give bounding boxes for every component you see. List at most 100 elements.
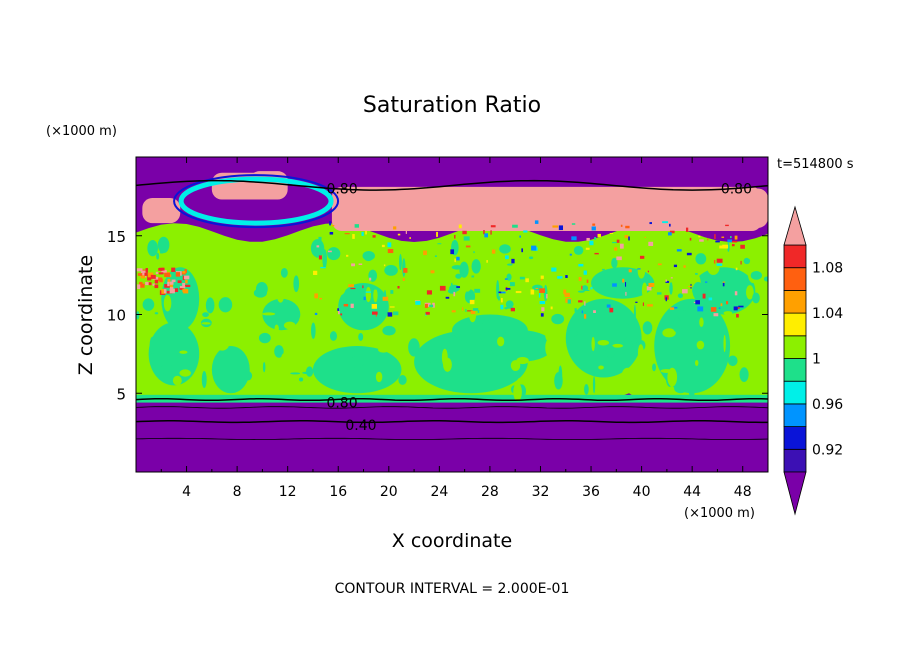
field-speckle bbox=[137, 273, 143, 276]
x-tick-label: 36 bbox=[582, 484, 600, 500]
field-speckle bbox=[635, 301, 638, 303]
field-speckle bbox=[158, 268, 163, 271]
contour-label: 0.80 bbox=[326, 396, 357, 412]
field-speckle bbox=[171, 267, 176, 272]
field-speckle bbox=[148, 282, 152, 286]
field-speckle bbox=[136, 320, 142, 324]
field-speckle bbox=[183, 289, 189, 294]
field-speckle bbox=[387, 242, 392, 248]
field-speckle bbox=[535, 287, 539, 290]
field-patch bbox=[211, 346, 250, 394]
field-speckle bbox=[431, 275, 442, 290]
x-tick-label: 48 bbox=[734, 484, 752, 500]
field-speckle bbox=[451, 310, 456, 313]
field-speckle bbox=[313, 270, 318, 275]
field-speckle bbox=[311, 322, 316, 339]
field-speckle bbox=[616, 256, 622, 261]
colorbar-box bbox=[783, 448, 807, 473]
field-speckle bbox=[702, 293, 706, 299]
field-speckle bbox=[185, 284, 191, 288]
plot-area bbox=[136, 157, 768, 472]
field-speckle bbox=[167, 281, 170, 287]
field-speckle bbox=[743, 248, 753, 252]
field-speckle bbox=[397, 285, 400, 289]
colorbar-box bbox=[783, 289, 807, 314]
field-speckle bbox=[669, 307, 675, 310]
field-speckle bbox=[152, 283, 156, 286]
field-speckle bbox=[530, 289, 535, 295]
field-speckle bbox=[136, 268, 143, 272]
field-speckle bbox=[668, 232, 672, 236]
field-speckle bbox=[628, 236, 630, 241]
field-speckle bbox=[557, 276, 563, 279]
field-speckle bbox=[314, 312, 318, 316]
field-speckle bbox=[171, 279, 176, 283]
field-speckle bbox=[619, 243, 624, 249]
field-speckle bbox=[637, 263, 646, 279]
field-speckle bbox=[657, 263, 662, 266]
field-speckle bbox=[280, 267, 288, 278]
field-speckle bbox=[205, 297, 215, 314]
field-speckle bbox=[575, 310, 580, 314]
field-speckle bbox=[477, 310, 480, 313]
field-speckle bbox=[425, 369, 438, 377]
field-speckle bbox=[429, 304, 434, 308]
field-speckle bbox=[390, 290, 394, 294]
field-speckle bbox=[708, 297, 713, 301]
field-speckle bbox=[441, 348, 448, 367]
field-speckle bbox=[590, 286, 593, 290]
field-speckle bbox=[637, 344, 644, 362]
field-speckle bbox=[648, 241, 654, 247]
field-speckle bbox=[402, 258, 406, 277]
field-speckle bbox=[316, 302, 329, 308]
field-speckle bbox=[350, 287, 356, 290]
field-speckle bbox=[593, 307, 599, 310]
field-speckle bbox=[350, 355, 365, 369]
field-speckle bbox=[688, 384, 695, 399]
field-speckle bbox=[550, 264, 562, 267]
field-speckle bbox=[612, 343, 624, 348]
field-speckle bbox=[453, 291, 456, 297]
field-speckle bbox=[424, 311, 439, 331]
field-speckle bbox=[365, 291, 371, 293]
field-speckle bbox=[683, 310, 686, 312]
x-tick-label: 24 bbox=[430, 484, 448, 500]
field-speckle bbox=[512, 224, 518, 228]
field-speckle bbox=[183, 275, 190, 280]
x-tick-label: 28 bbox=[481, 484, 499, 500]
field-speckle bbox=[475, 337, 484, 355]
contour-lines bbox=[136, 179, 768, 441]
field-speckle bbox=[731, 240, 738, 243]
field-speckle bbox=[329, 231, 334, 235]
field-speckle bbox=[669, 230, 675, 234]
field-speckle bbox=[161, 288, 167, 294]
field-speckle bbox=[266, 241, 271, 255]
field-speckle bbox=[145, 268, 148, 273]
field-speckle bbox=[730, 236, 732, 239]
field-speckle bbox=[483, 230, 485, 235]
field-speckle bbox=[497, 336, 505, 347]
field-speckle bbox=[169, 287, 174, 292]
field-speckle bbox=[215, 338, 229, 351]
y-axis-ticks: 5 10 15 bbox=[107, 228, 768, 403]
field-speckle bbox=[511, 258, 515, 264]
field-speckle bbox=[482, 319, 491, 334]
field-speckle bbox=[337, 308, 339, 311]
field-speckle bbox=[162, 252, 166, 265]
field-speckle bbox=[707, 259, 720, 275]
field-speckle bbox=[327, 250, 332, 253]
field-speckle bbox=[338, 311, 340, 315]
field-speckle bbox=[423, 250, 427, 256]
field-speckle bbox=[726, 301, 729, 305]
field-speckle bbox=[408, 338, 420, 357]
field-speckle bbox=[415, 301, 421, 305]
field-speckle bbox=[629, 270, 632, 282]
field-supersat-layer bbox=[641, 188, 768, 228]
field-speckle bbox=[430, 270, 435, 274]
field-speckle bbox=[456, 256, 460, 261]
field-speckle bbox=[333, 279, 346, 296]
field-speckle bbox=[755, 256, 768, 262]
field-speckle bbox=[387, 312, 393, 317]
field-edge bbox=[178, 176, 334, 226]
colorbar-box bbox=[783, 335, 807, 359]
